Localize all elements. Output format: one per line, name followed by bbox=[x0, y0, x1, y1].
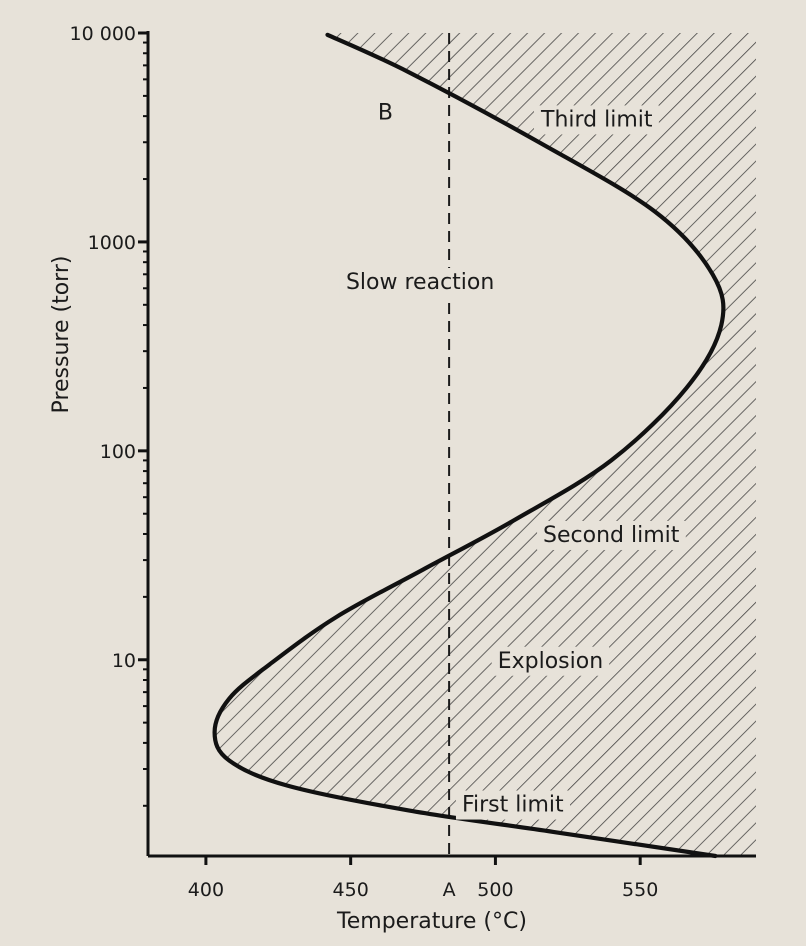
annotation-background bbox=[371, 98, 399, 128]
annotation: Explosion bbox=[491, 646, 610, 676]
annotation-background bbox=[534, 105, 659, 135]
annotation-text: B bbox=[378, 101, 393, 126]
annotation: Slow reaction bbox=[339, 268, 501, 298]
annotation-background bbox=[491, 646, 610, 676]
annotation-background bbox=[455, 790, 571, 820]
reference-line-label: A bbox=[443, 879, 456, 901]
annotation-text: Second limit bbox=[543, 523, 680, 548]
annotation-text: First limit bbox=[462, 793, 564, 818]
y-tick-label: 10 000 bbox=[70, 23, 136, 45]
x-tick-label: 450 bbox=[333, 879, 369, 901]
axes bbox=[138, 31, 756, 865]
annotation: Third limit bbox=[534, 105, 659, 135]
x-tick-label: 500 bbox=[477, 879, 513, 901]
annotation: First limit bbox=[455, 790, 571, 820]
x-axis-title: Temperature (°C) bbox=[336, 909, 527, 934]
annotation-text: Third limit bbox=[540, 107, 653, 132]
tick-and-axis-labels: 10 100 1000 10 000 400 450 500 550 Temperature (… bbox=[49, 23, 658, 934]
x-tick-label: 550 bbox=[622, 879, 658, 901]
annotation-text: Slow reaction bbox=[346, 270, 494, 295]
explosion-limit-curve bbox=[212, 32, 726, 859]
annotation-text: Explosion bbox=[498, 649, 603, 674]
y-tick-label: 10 bbox=[112, 650, 136, 672]
y-tick-label: 1000 bbox=[88, 232, 136, 254]
annotation: Second limit bbox=[537, 520, 686, 550]
explosion-region-hatch bbox=[214, 33, 756, 856]
y-tick-label: 100 bbox=[100, 441, 136, 463]
annotation: B bbox=[371, 98, 399, 128]
x-tick-label: 400 bbox=[188, 879, 224, 901]
y-axis-title: Pressure (torr) bbox=[49, 256, 74, 414]
annotations: B Third limit Slow reaction Second limit Exp… bbox=[339, 98, 686, 820]
annotation-background bbox=[339, 268, 501, 298]
annotation-background bbox=[537, 520, 686, 550]
